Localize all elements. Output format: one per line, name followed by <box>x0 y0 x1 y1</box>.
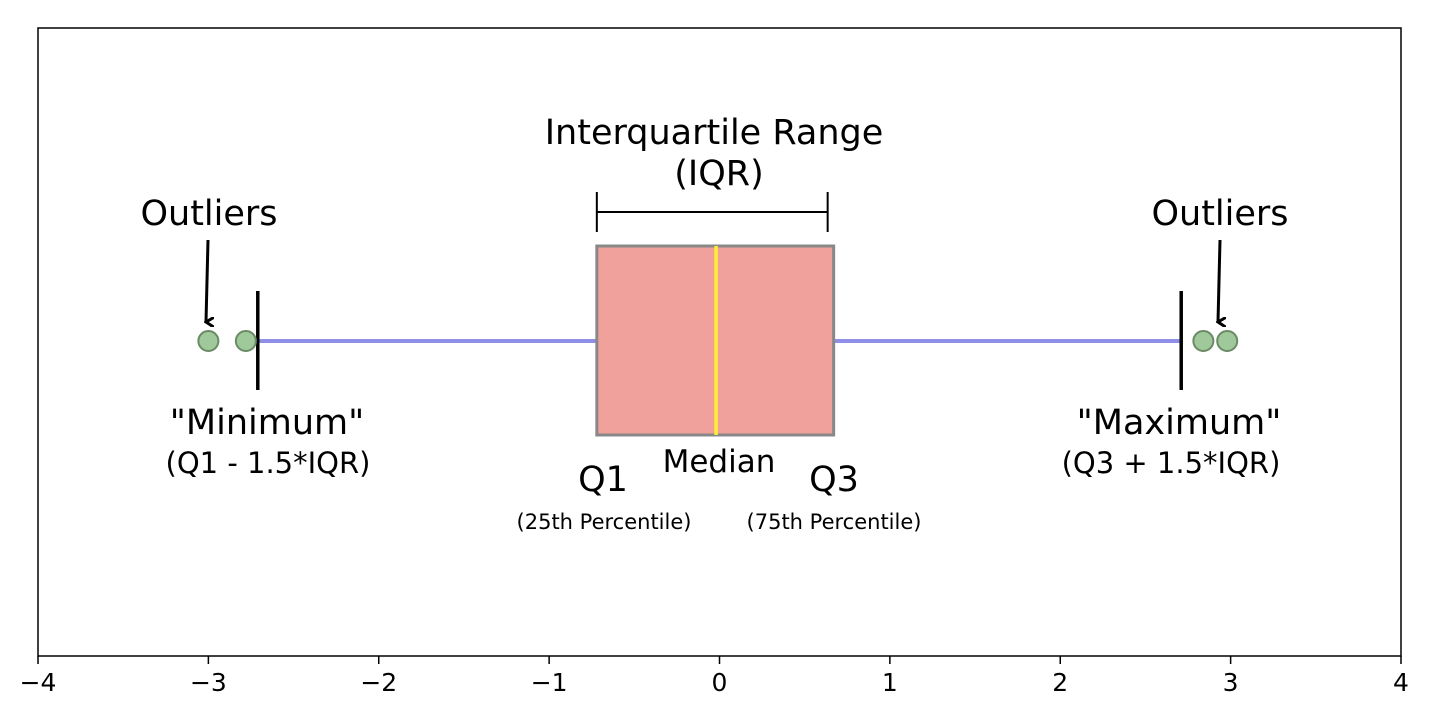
iqr-title: Interquartile Range <box>545 113 884 153</box>
x-tick-label: −3 <box>190 668 227 697</box>
outlier-point <box>197 330 220 352</box>
q3-sublabel: (75th Percentile) <box>747 510 922 534</box>
outliers-left-label: Outliers <box>140 194 277 234</box>
maximum-label: "Maximum" <box>1077 403 1282 443</box>
iqr-bracket <box>595 192 829 232</box>
outlier-point <box>1216 330 1239 352</box>
outlier-points <box>197 330 1239 352</box>
x-tick-label: 0 <box>712 668 728 697</box>
outlier-point <box>234 330 257 352</box>
median-label: Median <box>663 444 776 480</box>
q3-label: Q3 <box>809 460 859 500</box>
outliers-right-label: Outliers <box>1151 194 1288 234</box>
x-tick-label: −2 <box>360 668 397 697</box>
x-tick-label: −1 <box>531 668 568 697</box>
x-tick-label: 2 <box>1052 668 1068 697</box>
q1-sublabel: (25th Percentile) <box>517 510 692 534</box>
x-tick-label: −4 <box>20 668 57 697</box>
maximum-formula: (Q3 + 1.5*IQR) <box>1062 446 1281 480</box>
minimum-label: "Minimum" <box>170 403 364 443</box>
q1-label: Q1 <box>578 460 628 500</box>
outliers-right-arrow <box>1218 239 1220 322</box>
x-tick-label: 1 <box>882 668 898 697</box>
x-tick-label: 4 <box>1393 668 1409 697</box>
x-tick-label: 3 <box>1223 668 1239 697</box>
x-axis: −4 −3 −2 −1 0 1 2 3 4 <box>20 656 1409 697</box>
outlier-point <box>1192 330 1215 352</box>
iqr-abbr: (IQR) <box>674 154 764 194</box>
minimum-formula: (Q1 - 1.5*IQR) <box>166 446 371 480</box>
outliers-left-arrow <box>206 239 208 322</box>
